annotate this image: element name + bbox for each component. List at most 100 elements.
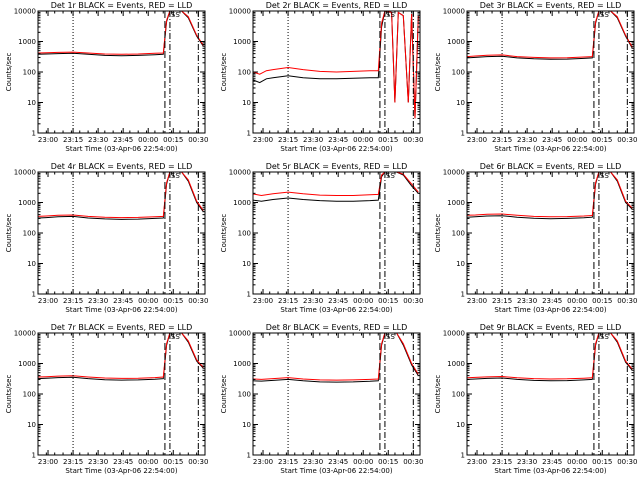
marker-annotation: SS [171, 11, 180, 19]
marker-annotation: SS [171, 172, 180, 180]
series-lld-line [467, 11, 633, 59]
y-tick-label: 10000 [229, 8, 251, 16]
x-tick-label: 00:15 [592, 458, 612, 466]
x-tick-label: 00:30 [188, 297, 208, 305]
y-tick-label: 10000 [229, 330, 251, 338]
x-axis-label: Start Time (03-Apr-06 22:54:00) [494, 145, 606, 153]
x-tick-label: 23:45 [542, 136, 562, 144]
y-tick-label: 100 [23, 69, 36, 77]
y-tick-label: 1 [247, 291, 251, 299]
y-tick-label: 1000 [18, 199, 36, 207]
y-tick-label: 1 [32, 291, 36, 299]
marker-annotation: SS [600, 11, 609, 19]
x-tick-label: 23:00 [38, 297, 58, 305]
plot-frame [466, 10, 635, 134]
panel-title: Det 4r BLACK = Events, RED = LLD [51, 162, 193, 171]
x-tick-label: 23:15 [278, 458, 298, 466]
x-axis-label: Start Time (03-Apr-06 22:54:00) [494, 467, 606, 475]
y-tick-label: 10000 [229, 169, 251, 177]
x-axis-label: Start Time (03-Apr-06 22:54:00) [280, 145, 392, 153]
x-tick-label: 23:15 [492, 297, 512, 305]
y-tick-label: 100 [452, 69, 465, 77]
marker-annotation: SS [386, 333, 395, 341]
y-tick-label: 10 [242, 260, 251, 268]
panel-title: Det 9r BLACK = Events, RED = LLD [480, 323, 622, 332]
y-tick-label: 10 [456, 99, 465, 107]
series-lld-line [253, 172, 419, 197]
x-tick-label: 00:15 [163, 297, 183, 305]
plot-frame [252, 332, 421, 456]
x-tick-label: 00:15 [378, 458, 398, 466]
y-axis-label: Counts/sec [5, 375, 13, 414]
y-tick-label: 100 [238, 230, 251, 238]
x-tick-label: 23:00 [467, 458, 487, 466]
y-tick-label: 100 [452, 230, 465, 238]
y-tick-label: 10 [242, 99, 251, 107]
x-tick-label: 23:45 [328, 297, 348, 305]
x-tick-label: 00:30 [403, 297, 423, 305]
y-tick-label: 1 [32, 452, 36, 460]
y-tick-label: 10 [242, 421, 251, 429]
x-tick-label: 23:45 [542, 458, 562, 466]
y-tick-label: 10000 [443, 8, 465, 16]
x-tick-label: 23:30 [88, 458, 108, 466]
x-tick-label: 00:15 [378, 136, 398, 144]
x-tick-label: 23:15 [492, 458, 512, 466]
panel-title: Det 1r BLACK = Events, RED = LLD [51, 1, 193, 10]
y-axis-label: Counts/sec [220, 375, 228, 414]
x-tick-label: 00:30 [617, 136, 637, 144]
x-tick-label: 23:15 [278, 136, 298, 144]
x-tick-label: 00:15 [592, 297, 612, 305]
x-tick-label: 23:15 [63, 458, 83, 466]
y-tick-label: 1000 [233, 38, 251, 46]
x-tick-label: 23:00 [253, 458, 273, 466]
x-tick-label: 00:00 [567, 136, 587, 144]
x-tick-label: 23:00 [253, 136, 273, 144]
y-tick-label: 1000 [18, 360, 36, 368]
y-tick-label: 10 [27, 260, 36, 268]
plot-frame [37, 171, 206, 295]
x-tick-label: 00:00 [353, 297, 373, 305]
x-tick-label: 00:00 [353, 458, 373, 466]
x-tick-label: 23:30 [88, 136, 108, 144]
x-tick-label: 23:00 [467, 297, 487, 305]
y-tick-label: 1000 [233, 199, 251, 207]
y-axis-label: Counts/sec [434, 53, 442, 92]
plot-frame [37, 332, 206, 456]
plot-frame [252, 171, 421, 295]
panel-title: Det 8r BLACK = Events, RED = LLD [266, 323, 408, 332]
x-tick-label: 00:15 [592, 136, 612, 144]
x-tick-label: 23:00 [38, 458, 58, 466]
x-tick-label: 23:00 [467, 136, 487, 144]
panel-title: Det 2r BLACK = Events, RED = LLD [266, 1, 408, 10]
x-tick-label: 23:45 [113, 297, 133, 305]
y-tick-label: 1000 [18, 38, 36, 46]
x-tick-label: 00:30 [617, 297, 637, 305]
series-lld-line [38, 172, 204, 219]
marker-annotation: SS [386, 11, 395, 19]
x-tick-label: 00:15 [163, 136, 183, 144]
series-lld-line [38, 333, 204, 379]
y-tick-label: 1 [461, 291, 465, 299]
panel-title: Det 7r BLACK = Events, RED = LLD [51, 323, 193, 332]
marker-annotation: SS [600, 172, 609, 180]
x-tick-label: 23:15 [278, 297, 298, 305]
x-tick-label: 23:15 [63, 136, 83, 144]
y-axis-label: Counts/sec [434, 214, 442, 253]
y-tick-label: 10000 [14, 8, 36, 16]
x-axis-label: Start Time (03-Apr-06 22:54:00) [65, 145, 177, 153]
y-tick-label: 1 [247, 452, 251, 460]
x-tick-label: 00:30 [188, 136, 208, 144]
x-tick-label: 00:30 [188, 458, 208, 466]
x-tick-label: 00:00 [138, 297, 158, 305]
marker-annotation: SS [600, 333, 609, 341]
x-tick-label: 23:30 [517, 458, 537, 466]
y-axis-label: Counts/sec [434, 375, 442, 414]
y-tick-label: 100 [23, 391, 36, 399]
